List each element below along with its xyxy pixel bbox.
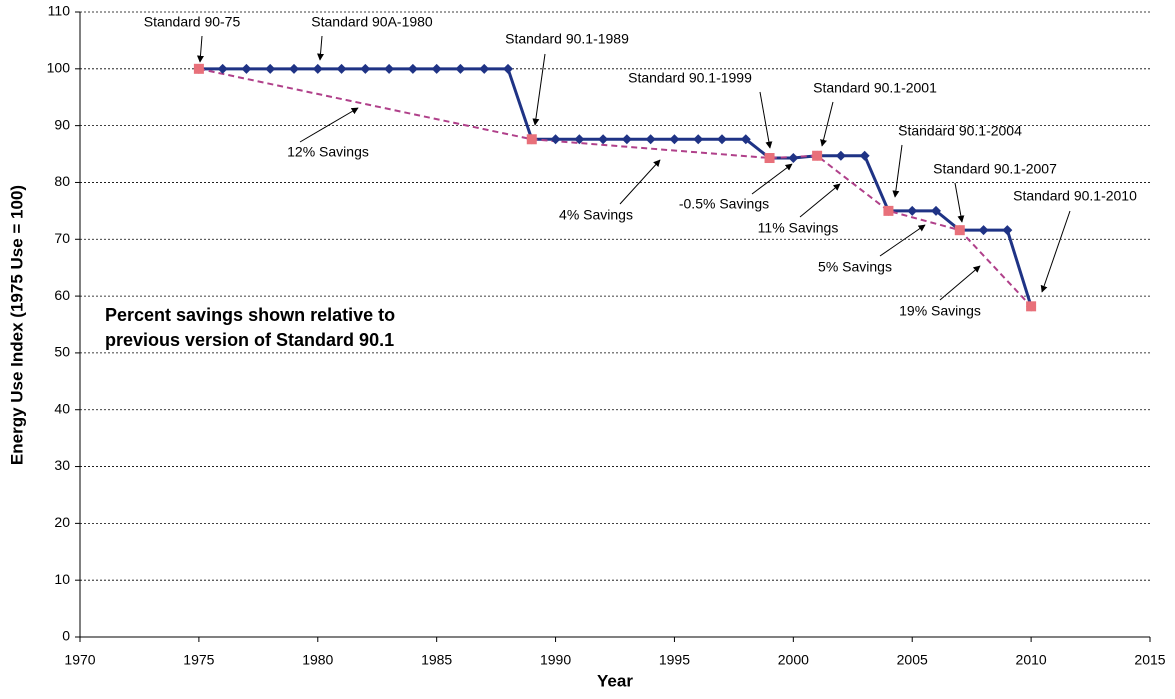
point bbox=[455, 63, 466, 74]
point bbox=[431, 63, 442, 74]
point bbox=[931, 205, 941, 216]
point bbox=[645, 134, 656, 145]
annotation-arrow bbox=[879, 224, 926, 257]
y-tick-label: 70 bbox=[54, 230, 70, 246]
x-tick-label: 1975 bbox=[183, 652, 214, 668]
annotation: Standard 90.1-2001 bbox=[813, 80, 937, 96]
point bbox=[265, 63, 276, 74]
note: Percent savings shown relative to bbox=[105, 305, 395, 325]
x-tick-label: 1995 bbox=[659, 652, 690, 668]
x-tick-label: 1980 bbox=[302, 652, 333, 668]
annotation: 12% Savings bbox=[287, 144, 369, 160]
x-tick-label: 2015 bbox=[1134, 652, 1165, 668]
y-tick-label: 60 bbox=[54, 287, 70, 303]
annotation-arrow bbox=[954, 182, 965, 223]
annotation: -0.5% Savings bbox=[679, 196, 769, 212]
point bbox=[526, 134, 537, 145]
y-tick-label: 0 bbox=[62, 628, 70, 644]
x-tick-label: 1990 bbox=[540, 652, 571, 668]
annotation-arrow bbox=[751, 163, 793, 195]
point bbox=[503, 63, 513, 74]
point bbox=[550, 134, 561, 145]
point bbox=[788, 153, 799, 164]
annotation: 4% Savings bbox=[559, 207, 633, 223]
point bbox=[835, 150, 846, 161]
y-tick-label: 10 bbox=[54, 571, 70, 587]
y-tick-label: 80 bbox=[54, 173, 70, 189]
y-tick-label: 30 bbox=[54, 457, 70, 473]
x-tick-label: 2000 bbox=[778, 652, 809, 668]
annotation: 5% Savings bbox=[818, 259, 892, 275]
point bbox=[954, 225, 965, 236]
point bbox=[693, 134, 704, 145]
note: previous version of Standard 90.1 bbox=[105, 330, 394, 350]
point bbox=[336, 63, 347, 74]
point bbox=[598, 134, 609, 145]
point bbox=[407, 63, 418, 74]
annotation: 11% Savings bbox=[758, 220, 839, 236]
annotation-arrow bbox=[892, 144, 903, 198]
x-tick-label: 1985 bbox=[421, 652, 452, 668]
annotation: Standard 90-75 bbox=[144, 14, 241, 30]
y-tick-label: 90 bbox=[54, 116, 70, 132]
annotation: 19% Savings bbox=[899, 303, 981, 319]
point bbox=[193, 63, 204, 74]
annotation-arrow bbox=[799, 183, 841, 218]
point bbox=[740, 134, 751, 145]
series-line bbox=[198, 67, 1032, 308]
point bbox=[384, 63, 395, 74]
annotation-arrow bbox=[1040, 210, 1071, 293]
point bbox=[812, 150, 823, 161]
point bbox=[764, 153, 775, 164]
point bbox=[883, 205, 894, 216]
point bbox=[978, 225, 989, 236]
point bbox=[312, 63, 323, 74]
x-axis-label: Year bbox=[597, 671, 633, 690]
y-tick-label: 20 bbox=[54, 514, 70, 530]
point bbox=[621, 134, 632, 145]
annotation: Standard 90.1-2007 bbox=[933, 161, 1057, 177]
annotation-arrow bbox=[317, 35, 325, 61]
annotation-arrow bbox=[299, 107, 359, 143]
point bbox=[907, 205, 918, 216]
point bbox=[360, 63, 371, 74]
point bbox=[717, 134, 727, 145]
point bbox=[669, 134, 680, 145]
point bbox=[289, 63, 299, 74]
annotation: Standard 90.1-2010 bbox=[1013, 188, 1137, 204]
point bbox=[574, 134, 585, 145]
annotation-arrow bbox=[532, 53, 546, 126]
y-tick-label: 110 bbox=[48, 3, 71, 19]
y-tick-label: 40 bbox=[54, 400, 70, 416]
y-tick-label: 100 bbox=[47, 60, 71, 76]
annotation-arrow bbox=[196, 35, 204, 63]
annotation-arrow bbox=[759, 91, 773, 149]
series-line bbox=[198, 67, 1033, 307]
annotation: Standard 90.1-1989 bbox=[505, 31, 629, 47]
point bbox=[1002, 225, 1013, 236]
y-tick-label: 50 bbox=[54, 344, 70, 360]
annotation-arrow bbox=[820, 101, 834, 147]
y-axis-label: Energy Use Index (1975 Use = 100) bbox=[7, 185, 26, 465]
point bbox=[479, 63, 490, 74]
annotation: Standard 90.1-2004 bbox=[898, 123, 1022, 139]
point bbox=[241, 63, 252, 74]
annotation: Standard 90.1-1999 bbox=[628, 70, 752, 86]
point bbox=[217, 63, 228, 74]
point bbox=[859, 150, 870, 161]
x-tick-label: 2005 bbox=[897, 652, 928, 668]
annotation-arrow bbox=[619, 159, 661, 205]
x-tick-label: 1970 bbox=[64, 652, 95, 668]
x-tick-label: 2010 bbox=[1016, 652, 1047, 668]
point bbox=[1026, 301, 1037, 312]
annotation-arrow bbox=[939, 265, 981, 301]
annotation: Standard 90A-1980 bbox=[311, 14, 433, 30]
